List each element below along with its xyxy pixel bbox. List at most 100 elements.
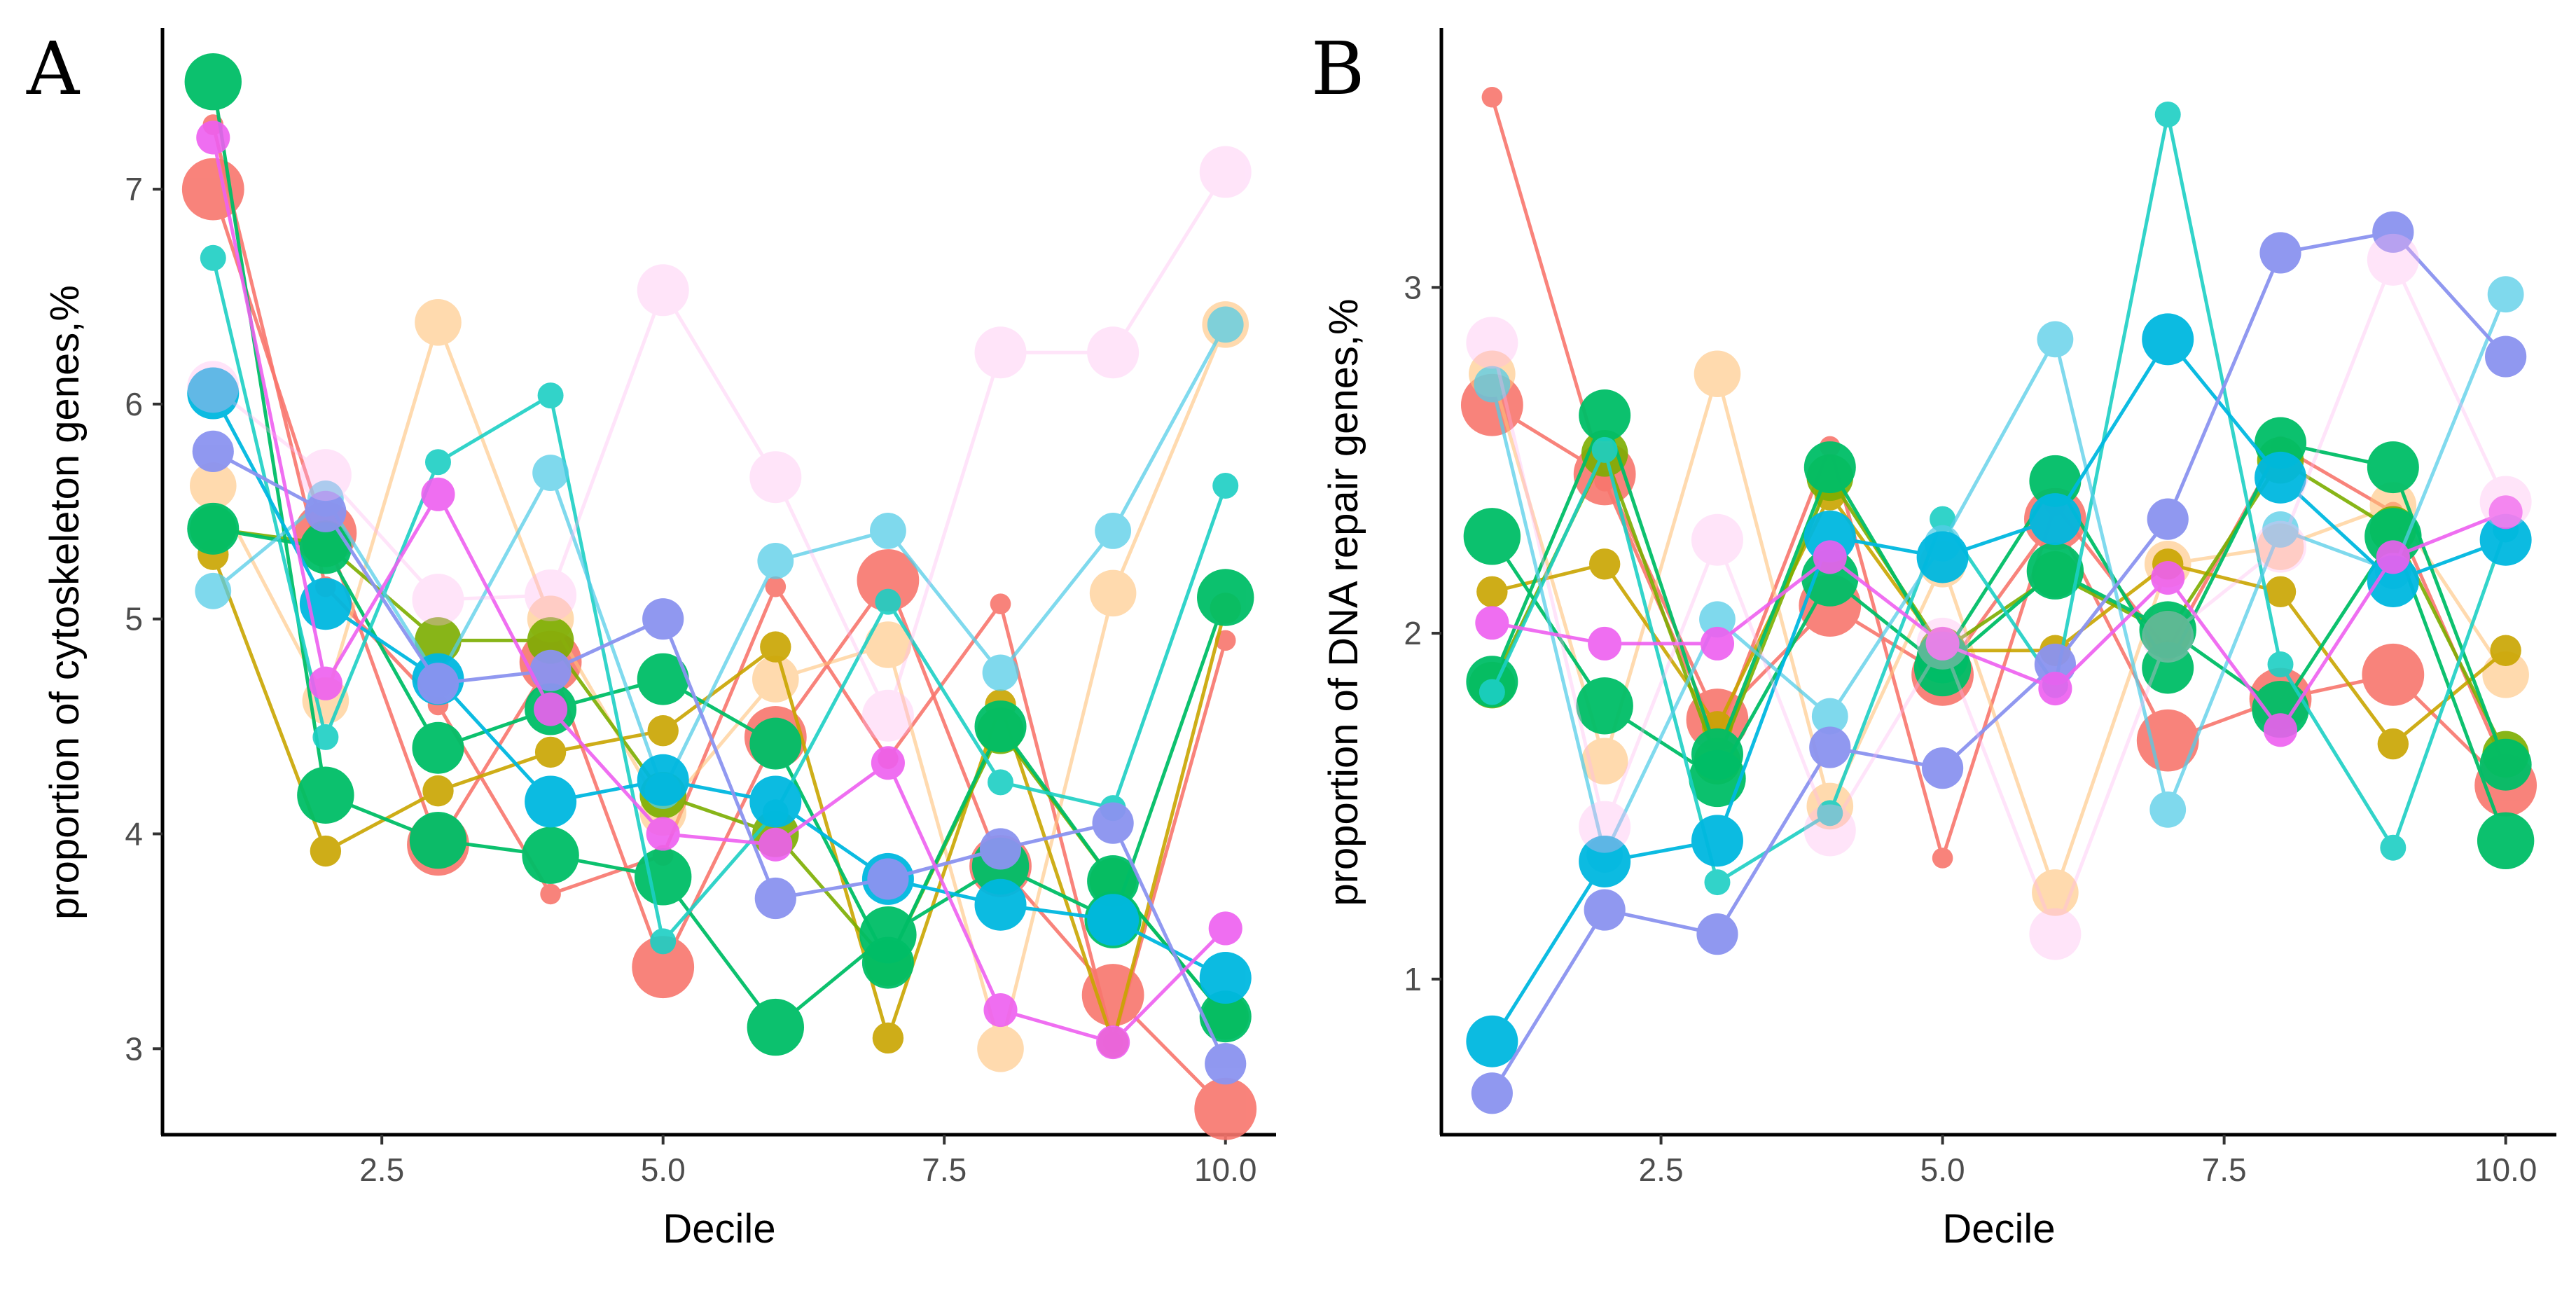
series-line [1490,413,2507,766]
data-point [2488,495,2523,530]
data-point [1095,513,1132,549]
data-point [1579,835,1631,887]
data-point [983,993,1018,1028]
data-point [2142,611,2194,663]
data-point [875,588,901,615]
data-point [415,299,462,346]
data-point [1579,389,1631,441]
data-point [1925,626,1960,661]
data-point [187,367,240,420]
data-point [749,775,802,828]
data-point [299,522,352,574]
series-line [1490,258,2507,936]
data-point [637,653,689,705]
data-point [1474,366,1511,403]
data-point [1921,747,1964,789]
data-point [1700,626,1735,661]
y-tick-label: 1 [1404,961,1422,997]
data-point [2264,576,2297,608]
data-point [1096,1025,1130,1060]
data-point [200,244,226,271]
data-point [1194,1077,1257,1140]
data-point [977,1025,1024,1072]
series-line [212,450,1227,1065]
data-point [2032,869,2079,916]
x-tick-label: 7.5 [2202,1152,2247,1188]
y-tick-label: 7 [125,171,143,207]
data-point [2482,651,2529,698]
data-point [1087,894,1140,946]
data-point [2038,672,2072,706]
data-point [1588,626,1622,661]
series-s4 [198,539,1241,1058]
data-point [871,746,905,780]
data-point [1197,569,1254,626]
series-line [211,188,1227,1110]
data-point [1479,679,1505,705]
data-point [982,654,1019,691]
data-point [1466,317,1518,369]
data-point [2479,513,2532,566]
data-point [1199,146,1252,198]
data-point [187,502,240,555]
y-tick-label: 3 [125,1030,143,1067]
series-line [211,553,1228,1044]
series-line [1490,230,2507,1095]
data-point [1691,513,1743,566]
data-point [424,449,451,476]
series-line [212,171,1227,718]
data-point [642,598,684,640]
data-point [2267,651,2294,677]
data-point [527,617,574,664]
data-point [759,827,793,862]
data-point [974,878,1027,931]
data-point [1087,326,1140,379]
series-s8 [1479,101,2519,896]
data-point [747,998,805,1056]
data-point [988,769,1014,796]
data-point [2029,493,2082,546]
series-line [212,392,1226,980]
data-point [415,617,462,664]
data-point [2479,476,2532,528]
data-point [2034,643,2077,686]
data-point [308,666,342,700]
data-point [1588,548,1621,580]
data-point [1092,802,1134,844]
series-s2 [202,114,1236,1053]
data-point [979,828,1022,870]
x-tick-label: 7.5 [922,1152,967,1188]
data-point [974,700,1027,753]
series-s11 [1471,211,2527,1114]
series-line [1490,293,2507,857]
series-line [211,137,1227,1044]
data-point [1704,869,1731,896]
data-point [534,736,567,768]
data-point [867,858,909,900]
data-point [1813,540,1847,574]
data-point [534,692,568,726]
data-point [632,936,695,999]
data-point [1199,990,1252,1043]
series-line [1490,112,2507,885]
data-point [1691,728,1743,780]
data-point [2487,276,2524,313]
data-point [861,936,914,989]
series-line [1490,534,2507,842]
data-point [1475,606,1509,640]
series-s9 [1474,276,2524,873]
data-point [2142,642,2194,694]
data-point [1811,698,1848,735]
series-line [1490,372,2507,894]
data-point [2263,713,2298,747]
data-point [532,455,569,491]
data-point [525,569,577,621]
y-tick-label: 5 [125,601,143,637]
series-s13 [187,146,1252,742]
data-point [765,576,787,597]
data-point [297,766,354,824]
data-point [2255,451,2307,504]
x-axis-title: Decile [1942,1206,2055,1252]
series-s13 [1466,233,2532,960]
data-point [1463,508,1521,565]
